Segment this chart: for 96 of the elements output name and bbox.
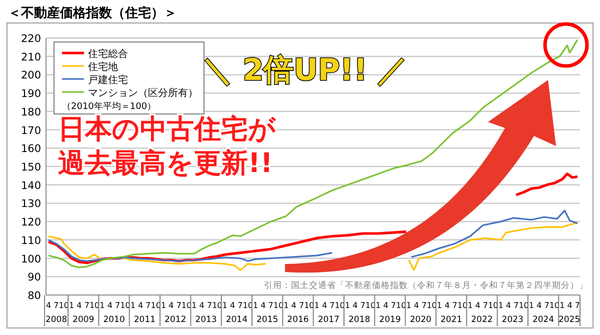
text: 2009 xyxy=(72,315,94,325)
x-tick-label: 4 xyxy=(352,301,358,310)
x-tick-label: 7 xyxy=(176,301,182,310)
y-tick-label: 140 xyxy=(20,180,41,192)
x-tick-label: 4 xyxy=(138,301,144,310)
y-tick-label: 120 xyxy=(20,216,41,229)
y-tick-label: 170 xyxy=(20,124,41,137)
y-tick-label: 180 xyxy=(20,106,41,118)
legend-label: マンション（区分所有） xyxy=(88,87,198,99)
y-tick-label: 90 xyxy=(28,272,41,284)
y-tick-label: 160 xyxy=(20,143,41,156)
x-tick-label: 4 xyxy=(322,301,328,310)
text: 2018 xyxy=(348,315,370,325)
x-tick-label: 4 xyxy=(567,301,572,310)
text: 2024 xyxy=(532,315,554,325)
x-tick-label: 4 xyxy=(260,301,266,310)
x-tick-label: 1 xyxy=(100,301,105,310)
x-tick-label: 4 xyxy=(506,301,512,310)
y-tick-label: 80 xyxy=(28,290,41,302)
text: 2015 xyxy=(256,315,278,325)
x-tick-label: 4 xyxy=(107,301,112,310)
chart-title: ＜不動産価格指数（住宅）＞ xyxy=(8,5,177,21)
text: 2022 xyxy=(471,315,493,325)
annotation: 引用：国土交通省「不動産価格指数（令和７年８月・令和７年第２四半期分）」 xyxy=(264,280,588,291)
x-tick-label: 7 xyxy=(146,301,151,310)
x-tick-label: 7 xyxy=(114,301,120,310)
x-tick-label: 4 xyxy=(383,301,388,310)
x-tick-label: 7 xyxy=(268,301,274,310)
x-tick-label: 7 xyxy=(422,301,427,310)
text: 2008 xyxy=(45,315,68,325)
x-tick-label: 7 xyxy=(574,301,580,310)
x-tick-label: 7 xyxy=(54,301,59,310)
x-tick-label: 1 xyxy=(222,301,228,310)
text: 2010 xyxy=(103,315,125,325)
x-tick-label: 4 xyxy=(444,301,450,310)
x-tick-label: 1 xyxy=(192,301,197,310)
annotation: ＼ 2倍UP!! ／ xyxy=(202,53,408,88)
y-tick-label: 130 xyxy=(20,198,41,210)
x-tick-label: 1 xyxy=(560,301,565,310)
x-tick-label: 7 xyxy=(206,301,212,310)
text: 2014 xyxy=(226,315,248,325)
x-tick-label: 1 xyxy=(344,301,350,310)
annotation: 過去最高を更新!! xyxy=(58,148,273,179)
annotation: 日本の中古住宅が xyxy=(58,114,277,145)
text: 2019 xyxy=(379,315,401,325)
legend-label: 住宅総合 xyxy=(88,48,128,60)
text: （2010年平均＝100） xyxy=(62,102,156,112)
y-tick-label: 210 xyxy=(20,51,41,64)
x-tick-label: 1 xyxy=(252,301,258,310)
text: 2020 xyxy=(410,315,432,325)
x-tick-label: 4 xyxy=(230,301,236,310)
text: 2021 xyxy=(440,315,462,325)
x-tick-label: 4 xyxy=(199,301,204,310)
x-tick-label: 7 xyxy=(544,301,550,310)
text: 2023 xyxy=(502,315,524,325)
y-tick-label: 190 xyxy=(20,88,41,100)
x-tick-label: 7 xyxy=(482,301,488,310)
y-tick-label: 110 xyxy=(20,234,41,247)
x-tick-label: 4 xyxy=(46,301,52,310)
x-tick-label: 4 xyxy=(414,301,420,310)
x-tick-label: 7 xyxy=(514,301,519,310)
x-tick-label: 7 xyxy=(330,301,335,310)
x-tick-label: 1 xyxy=(376,301,381,310)
text: 2017 xyxy=(318,315,340,325)
text: 2025 xyxy=(558,315,580,325)
x-tick-label: 7 xyxy=(452,301,458,310)
y-tick-label: 100 xyxy=(20,253,41,266)
x-tick-label: 1 xyxy=(528,301,534,310)
x-tick-label: 4 xyxy=(291,301,296,310)
y-tick-label: 200 xyxy=(20,70,41,82)
x-tick-label: 1 xyxy=(436,301,442,310)
y-tick-label: 220 xyxy=(20,33,41,45)
text: 2013 xyxy=(195,315,217,325)
y-tick-label: 150 xyxy=(20,162,41,174)
x-tick-label: 4 xyxy=(536,301,542,310)
x-tick-label: 4 xyxy=(475,301,480,310)
legend-label: 戸建住宅 xyxy=(88,74,128,86)
x-tick-label: 1 xyxy=(468,301,473,310)
text: 2012 xyxy=(164,315,186,325)
x-tick-label: 4 xyxy=(76,301,82,310)
x-tick-label: 7 xyxy=(390,301,396,310)
x-tick-label: 7 xyxy=(298,301,304,310)
x-tick-label: 1 xyxy=(406,301,412,310)
x-tick-label: 1 xyxy=(160,301,166,310)
x-tick-label: 4 xyxy=(168,301,174,310)
legend-label: 住宅地 xyxy=(88,61,118,73)
x-tick-label: 1 xyxy=(498,301,504,310)
x-tick-label: 7 xyxy=(238,301,243,310)
x-tick-label: 7 xyxy=(360,301,366,310)
x-tick-label: 1 xyxy=(314,301,320,310)
text: 2011 xyxy=(134,315,156,325)
x-tick-label: 1 xyxy=(130,301,136,310)
x-tick-label: 1 xyxy=(284,301,289,310)
x-tick-label: 7 xyxy=(84,301,90,310)
text: 2016 xyxy=(287,315,309,325)
x-tick-label: 1 xyxy=(69,301,74,310)
